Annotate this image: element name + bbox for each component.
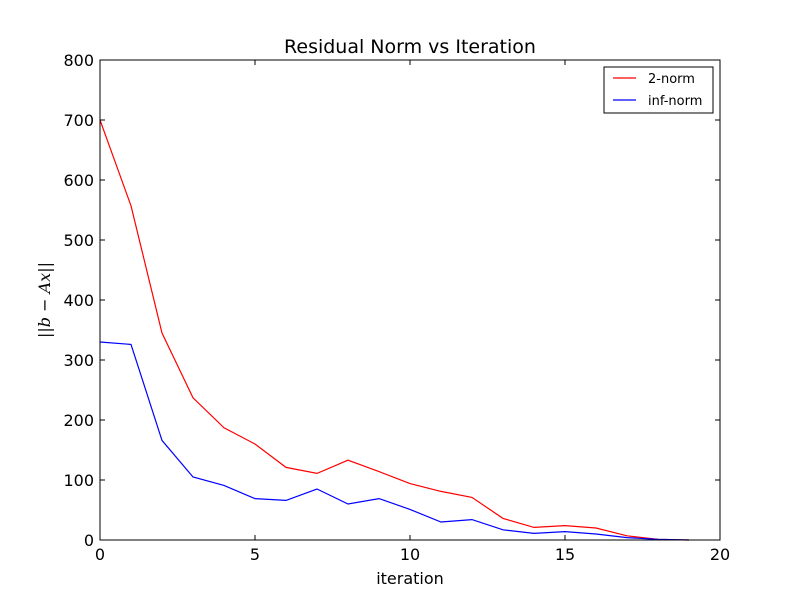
- y-tick-label: 100: [63, 471, 94, 490]
- plot-area: [99, 119, 690, 541]
- x-tick-label: 10: [400, 545, 420, 564]
- legend-label-1: 2-norm: [648, 72, 695, 87]
- x-axis-label: iteration: [376, 569, 444, 588]
- y-tick-label: 800: [63, 51, 94, 70]
- y-tick-label: 500: [63, 231, 94, 250]
- chart-title: Residual Norm vs Iteration: [284, 36, 536, 58]
- x-tick-label: 5: [250, 545, 260, 564]
- y-tick-label: 700: [63, 111, 94, 130]
- legend-label-2: inf-norm: [648, 94, 702, 109]
- x-tick-label: 15: [555, 545, 575, 564]
- series-line-2: [99, 341, 690, 541]
- plot-frame: [99, 59, 721, 541]
- y-tick-label: 600: [63, 171, 94, 190]
- y-axis-label: ||b − Ax||: [35, 262, 54, 338]
- y-tick-label: 0: [84, 531, 94, 550]
- y-tick-label: 400: [63, 291, 94, 310]
- x-tick-label: 0: [95, 545, 105, 564]
- x-tick-label: 20: [710, 545, 730, 564]
- y-tick-label: 200: [63, 411, 94, 430]
- series-line-1: [99, 119, 690, 541]
- legend: 2-norm inf-norm: [603, 66, 714, 114]
- y-tick-label: 300: [63, 351, 94, 370]
- legend-box: [603, 66, 714, 114]
